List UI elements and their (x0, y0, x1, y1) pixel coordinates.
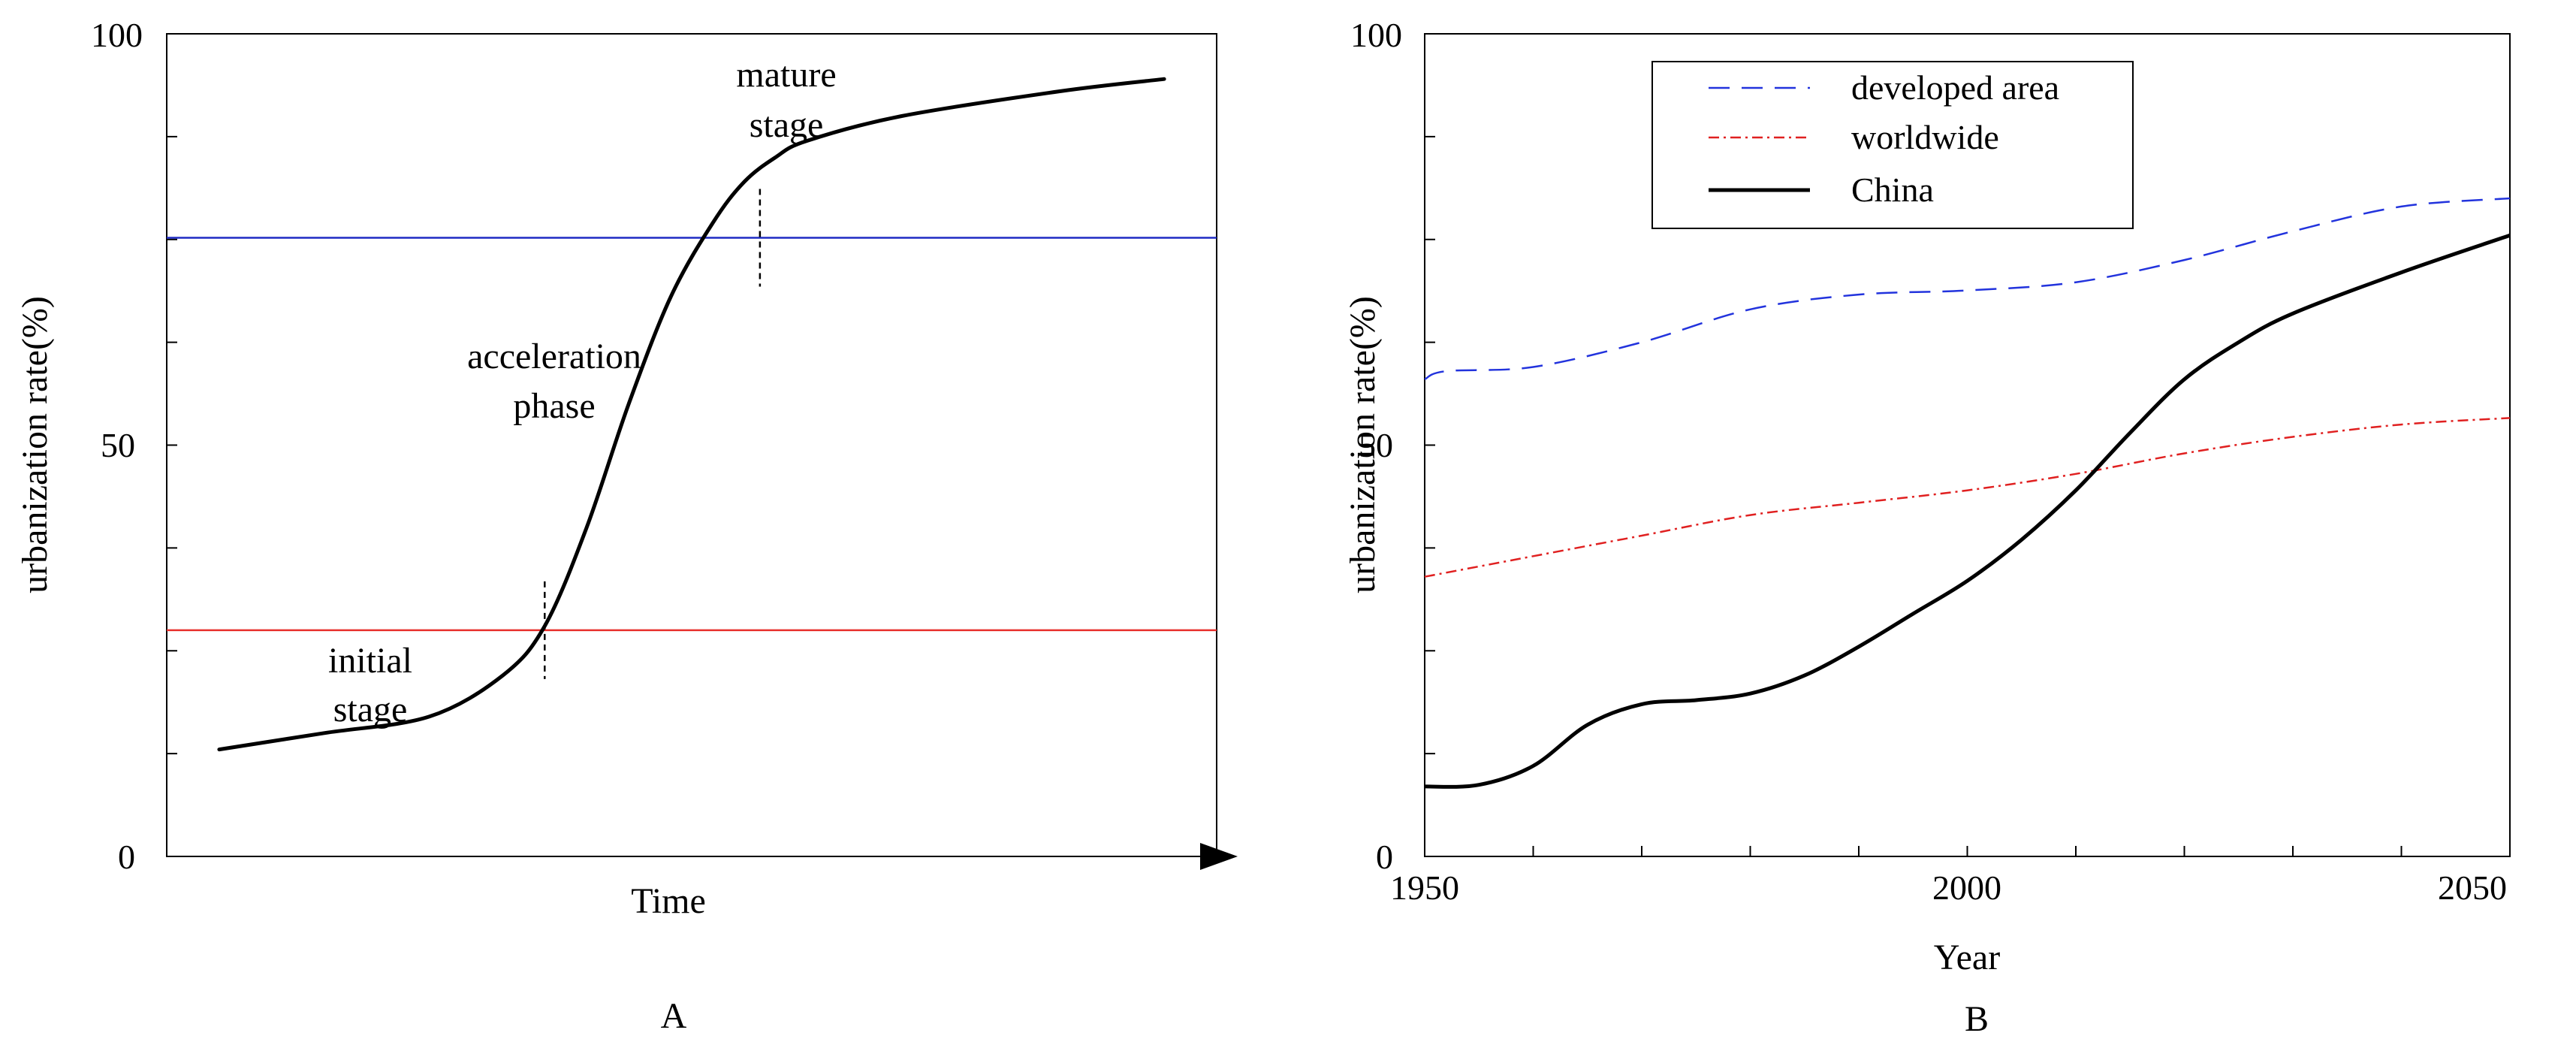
legend-label-developed-area: developed area (1851, 68, 2059, 107)
panel-a-ytick-label-0: 0 (118, 838, 135, 876)
annotation-mature-stage-line2: stage (750, 105, 824, 145)
panel-a-stage-threshold-lines (167, 237, 1217, 632)
urbanization-s-curve (217, 77, 1166, 752)
panel-b-xtick-label-1950: 1950 (1390, 868, 1459, 907)
panel-a-stage-markers (544, 189, 762, 679)
panel-b: 0 50 100 1950 2000 2050 Year urbanizatio… (1343, 16, 2511, 1039)
developed-area-line (1424, 197, 2511, 381)
panel-b-legend: developed area worldwide China (1651, 61, 2134, 229)
panel-a-y-axis-title: urbanization rate(%) (15, 296, 55, 593)
legend-label-worldwide: worldwide (1851, 118, 1999, 156)
china-line (1424, 233, 2511, 789)
legend-frame (1651, 61, 2134, 229)
annotation-acceleration-phase-line1: acceleration (467, 337, 641, 376)
panel-a: 0 50 100 Time urbanization rate(%) A ini… (15, 16, 1238, 1036)
panel-a-y-ticks (167, 33, 177, 857)
panel-a-x-axis-title: Time (631, 881, 706, 921)
worldwide-line (1424, 417, 2511, 578)
panel-b-series (1424, 197, 2511, 789)
panel-b-x-axis-title: Year (1934, 938, 2000, 977)
legend-label-china: China (1851, 171, 1934, 209)
panel-b-y-axis-title: urbanization rate(%) (1343, 296, 1383, 593)
panel-a-ytick-label-50: 50 (101, 426, 135, 464)
annotation-mature-stage-line1: mature (736, 55, 836, 95)
panel-b-ticks (1424, 33, 2511, 857)
annotation-initial-stage-line2: stage (333, 690, 408, 729)
panel-b-xtick-label-2000: 2000 (1932, 868, 2001, 907)
panel-b-label: B (1965, 999, 1989, 1039)
panel-b-ytick-label-100: 100 (1350, 16, 1402, 54)
panel-a-series (217, 77, 1166, 752)
panel-a-ytick-label-100: 100 (91, 16, 143, 54)
panel-b-ytick-label-50: 50 (1359, 426, 1393, 464)
time-axis-arrowhead (1200, 843, 1238, 870)
panel-a-label: A (661, 996, 687, 1036)
panel-b-ytick-label-0: 0 (1376, 838, 1393, 876)
annotation-acceleration-phase-line2: phase (513, 386, 595, 426)
panel-b-xtick-label-2050: 2050 (2438, 868, 2507, 907)
annotation-initial-stage-line1: initial (328, 641, 412, 681)
